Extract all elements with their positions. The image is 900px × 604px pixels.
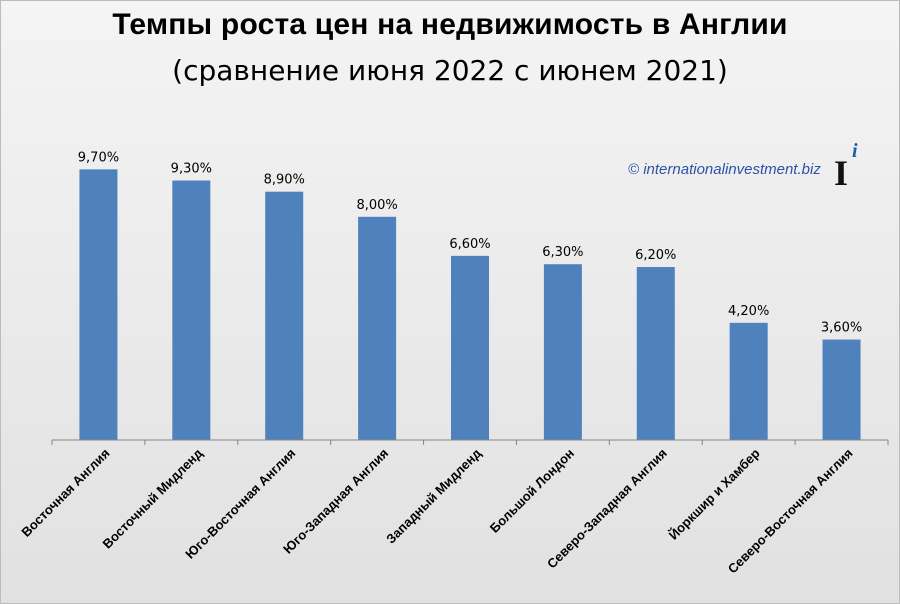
bar (79, 169, 118, 440)
bar-value-label: 3,60% (821, 321, 862, 336)
bar (451, 255, 489, 440)
bar-value-label: 8,90% (264, 173, 305, 188)
bar (543, 264, 582, 440)
svg-text:i: i (852, 143, 858, 162)
bar-value-label: 9,30% (171, 162, 212, 177)
bar-value-label: 6,60% (449, 237, 490, 252)
bar (729, 322, 768, 440)
bar (358, 216, 397, 440)
x-tick-label: Йоркшир и Хамбер (666, 445, 763, 542)
bar (636, 267, 675, 440)
bars-layer (79, 169, 861, 440)
chart-title: Темпы роста цен на недвижимость в Англии (112, 8, 788, 41)
bar-value-label: 6,30% (542, 245, 583, 260)
chart-subtitle: (сравнение июня 2022 с июнем 2021) (172, 54, 728, 87)
bar (822, 339, 861, 440)
bar (265, 191, 304, 440)
site-logo: I i (834, 143, 858, 191)
x-tick-label: Восточный Мидленд (100, 445, 206, 551)
bar-value-label: 6,20% (635, 248, 676, 263)
bar-value-label: 4,20% (728, 304, 769, 319)
x-tick-label: Юго-Западная Англия (280, 446, 391, 557)
copyright-text: © internationalinvestment.biz (628, 161, 821, 178)
x-tick-label: Западный Мидленд (383, 445, 484, 546)
bar-value-label: 8,00% (356, 198, 397, 213)
x-tick-label: Большой Лондон (487, 446, 577, 536)
data-labels-layer: 9,70% 9,30% 8,90% 8,00% 6,60% 6,30% 6,20% 4,20%… (78, 150, 862, 335)
bar-value-label: 9,70% (78, 150, 119, 165)
bar (172, 180, 211, 440)
svg-text:I: I (834, 153, 848, 191)
x-tick-label: Восточная Англия (18, 446, 112, 540)
